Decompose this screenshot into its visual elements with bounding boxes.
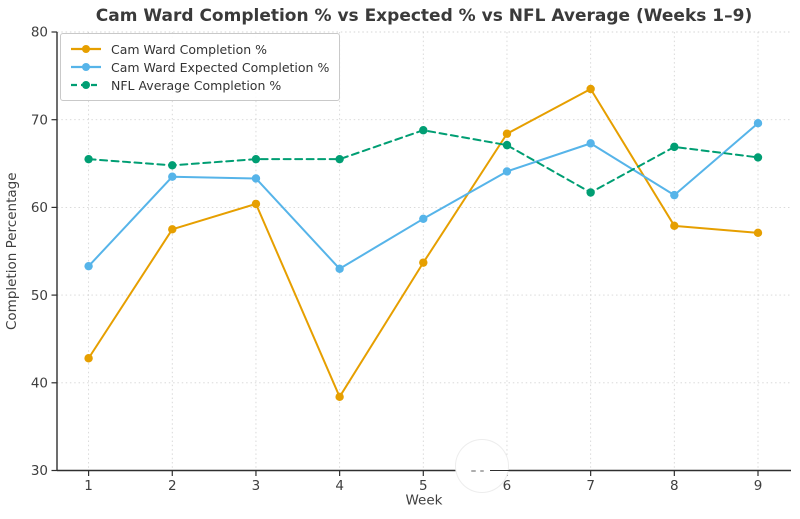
x-tick-label: 2 bbox=[168, 478, 177, 494]
legend-line-marker-icon bbox=[71, 63, 101, 71]
y-tick-label: 80 bbox=[31, 25, 48, 41]
x-tick-label: 5 bbox=[419, 478, 428, 494]
data-point bbox=[335, 264, 344, 273]
data-point bbox=[84, 354, 93, 363]
watermark-dash bbox=[471, 469, 476, 472]
data-point bbox=[586, 139, 595, 148]
legend-label: NFL Average Completion % bbox=[111, 77, 282, 93]
data-point bbox=[335, 154, 344, 164]
data-point bbox=[251, 154, 261, 164]
data-point bbox=[753, 153, 763, 162]
chart-title: Cam Ward Completion % vs Expected % vs N… bbox=[95, 6, 753, 26]
data-point bbox=[670, 142, 679, 152]
x-axis-spine-segment bbox=[490, 469, 510, 472]
y-tick-label: 60 bbox=[31, 200, 48, 216]
data-point bbox=[419, 126, 428, 135]
x-tick-label: 4 bbox=[335, 478, 344, 494]
data-point bbox=[502, 140, 512, 150]
legend: Cam Ward Completion % Cam Ward Expected … bbox=[60, 33, 340, 101]
data-point bbox=[419, 214, 428, 224]
x-axis-title: Week bbox=[406, 493, 443, 509]
legend-label: Cam Ward Expected Completion % bbox=[111, 59, 330, 75]
data-point bbox=[168, 161, 177, 170]
legend-item: Cam Ward Completion % bbox=[70, 40, 333, 58]
data-point bbox=[251, 174, 261, 183]
y-axis-title: Completion Percentage bbox=[4, 172, 20, 330]
data-point bbox=[502, 167, 512, 176]
y-tick-label: 30 bbox=[31, 463, 48, 479]
data-point bbox=[586, 84, 595, 94]
data-point bbox=[753, 228, 763, 238]
y-tick-label: 50 bbox=[31, 288, 48, 304]
legend-label: Cam Ward Completion % bbox=[111, 41, 268, 57]
legend-item: NFL Average Completion % bbox=[70, 76, 333, 94]
x-tick-label: 8 bbox=[670, 478, 679, 494]
data-point bbox=[168, 225, 177, 234]
x-tick-label: 6 bbox=[503, 478, 512, 494]
watermark-dash bbox=[480, 469, 484, 472]
x-tick-label: 9 bbox=[754, 478, 763, 494]
data-point bbox=[84, 261, 93, 271]
y-tick-label: 40 bbox=[31, 376, 48, 392]
legend-line-marker-icon bbox=[71, 45, 101, 53]
x-tick-label: 1 bbox=[84, 478, 93, 494]
legend-item: Cam Ward Expected Completion % bbox=[70, 58, 333, 76]
data-point bbox=[753, 119, 763, 128]
legend-line-marker-icon bbox=[71, 81, 101, 89]
data-point bbox=[168, 172, 177, 181]
y-tick-label: 70 bbox=[31, 112, 48, 128]
data-point bbox=[670, 190, 679, 200]
data-point bbox=[419, 258, 428, 267]
x-tick-label: 7 bbox=[586, 478, 595, 494]
data-point bbox=[84, 154, 93, 164]
data-point bbox=[335, 392, 344, 402]
data-point bbox=[251, 199, 261, 209]
x-tick-label: 3 bbox=[252, 478, 261, 494]
watermark-circle bbox=[455, 439, 509, 493]
data-point bbox=[586, 188, 595, 197]
data-point bbox=[670, 221, 679, 231]
data-point bbox=[502, 129, 512, 138]
